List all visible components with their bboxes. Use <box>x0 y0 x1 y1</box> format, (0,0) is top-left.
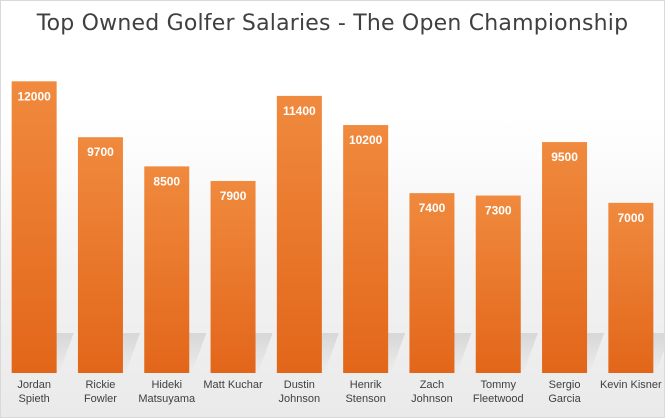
bar-value-label: 8500 <box>153 174 180 188</box>
category-label: Johnson <box>411 393 453 405</box>
bar-value-label: 7900 <box>220 189 247 203</box>
category-label: Fowler <box>84 393 117 405</box>
category-label: Matsuyama <box>138 393 196 405</box>
bar-value-label: 12000 <box>17 89 51 103</box>
bar <box>276 95 322 374</box>
bar <box>144 166 190 373</box>
bar <box>11 81 57 374</box>
bar-value-label: 7300 <box>485 204 512 218</box>
bar <box>343 125 389 373</box>
bar-value-label: 7000 <box>617 211 644 225</box>
category-label: Henrik <box>350 379 382 391</box>
bar-value-label: 11400 <box>283 104 316 118</box>
category-label: Sergio <box>549 379 581 391</box>
category-label: Jordan <box>17 379 51 391</box>
category-label: Dustin <box>284 379 315 391</box>
bar-value-label: 9700 <box>87 145 114 159</box>
bar <box>608 202 654 373</box>
bar-value-label: 10200 <box>349 133 383 147</box>
bar <box>210 180 256 373</box>
category-label: Johnson <box>279 393 321 405</box>
category-label: Fleetwood <box>473 393 524 405</box>
bar-value-label: 7400 <box>419 201 446 215</box>
category-label: Tommy <box>481 379 517 391</box>
bar <box>77 137 123 373</box>
category-label: Spieth <box>19 393 50 405</box>
category-label: Zach <box>420 379 444 391</box>
category-label: Matt Kuchar <box>203 379 263 391</box>
bar <box>409 193 455 373</box>
category-label: Stenson <box>345 393 385 405</box>
category-label: Rickie <box>85 379 115 391</box>
bar <box>475 195 521 373</box>
category-label: Garcia <box>548 393 581 405</box>
category-label: Kevin Kisner <box>600 379 662 391</box>
bar-value-label: 9500 <box>551 150 578 164</box>
bar <box>542 142 588 373</box>
chart-title: Top Owned Golfer Salaries - The Open Cha… <box>36 11 629 36</box>
category-label: Hideki <box>151 379 182 391</box>
